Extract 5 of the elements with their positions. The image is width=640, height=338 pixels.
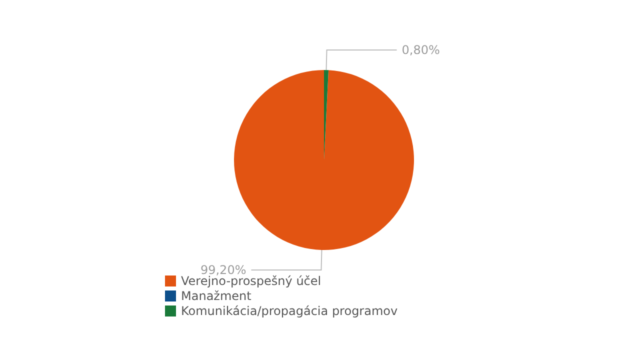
data-label: 0,80%	[402, 43, 440, 58]
data-label: 99,20%	[200, 262, 246, 277]
legend-label: Verejno-prospešný účel	[181, 274, 322, 288]
legend-label: Manažment	[181, 289, 252, 303]
legend-label: Komunikácia/propagácia programov	[181, 304, 398, 318]
